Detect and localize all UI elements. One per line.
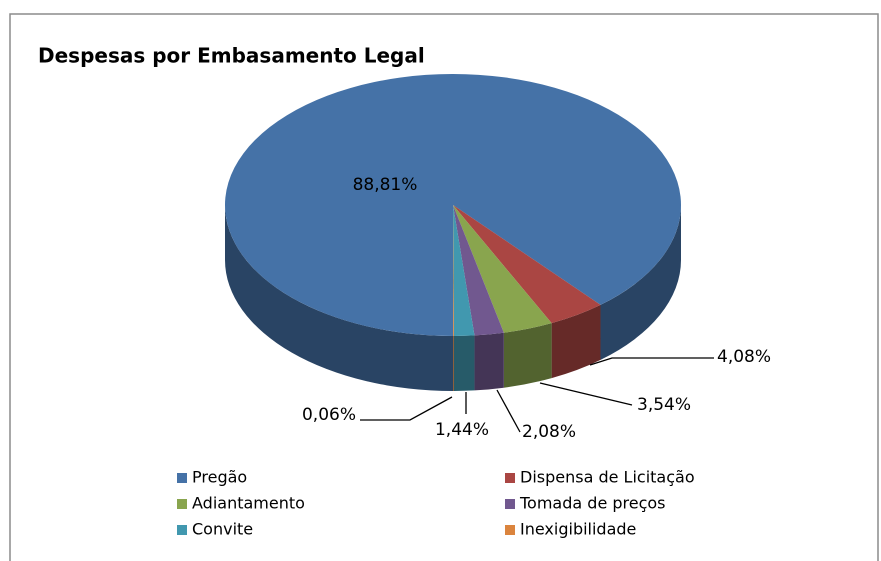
data-label: 88,81% (353, 175, 418, 195)
legend-label: Convite (192, 520, 253, 539)
legend-label: Inexigibilidade (520, 520, 636, 539)
data-label: 1,44% (435, 420, 489, 440)
slice (453, 205, 601, 324)
slice-side (503, 323, 552, 388)
data-label: 3,54% (637, 395, 691, 415)
slice-side (600, 205, 681, 360)
legend-label: Tomada de preços (519, 494, 666, 513)
legend-swatch (177, 499, 187, 509)
slice-side (474, 332, 504, 391)
legend-swatch (177, 525, 187, 535)
leader-line (360, 396, 453, 421)
legend-swatch (505, 525, 515, 535)
slice (453, 205, 475, 336)
slice-side (225, 205, 453, 391)
leader-line (496, 389, 521, 433)
legend-swatch (505, 473, 515, 483)
leader-line (539, 382, 633, 406)
legend-label: Pregão (192, 468, 247, 487)
slice (453, 205, 454, 336)
slice-side (453, 335, 454, 391)
slice-side (551, 304, 601, 379)
chart-frame (9, 13, 879, 561)
leader-line (589, 357, 714, 366)
legend-label: Dispensa de Licitação (520, 468, 695, 487)
slice (453, 205, 552, 333)
data-label: 4,08% (717, 347, 771, 367)
chart-title: Despesas por Embasamento Legal (38, 44, 425, 68)
data-label: 0,06% (302, 405, 356, 425)
legend-swatch (177, 473, 187, 483)
slice (225, 74, 682, 337)
slice (453, 205, 504, 336)
legend-label: Adiantamento (192, 494, 305, 513)
slice-side (453, 335, 475, 391)
legend-swatch (505, 499, 515, 509)
data-label: 2,08% (522, 422, 576, 442)
